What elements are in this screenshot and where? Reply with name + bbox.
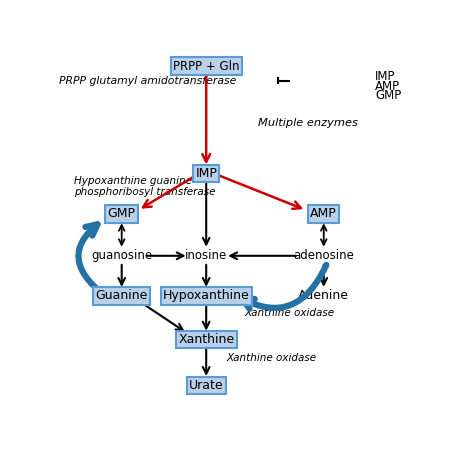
Text: PRPP + Gln: PRPP + Gln bbox=[173, 60, 239, 73]
Text: guanosine: guanosine bbox=[91, 249, 152, 262]
Text: Xanthine oxidase: Xanthine oxidase bbox=[227, 353, 317, 363]
Text: Xanthine: Xanthine bbox=[178, 333, 234, 346]
Text: Urate: Urate bbox=[189, 379, 224, 392]
Text: Adenine: Adenine bbox=[298, 290, 349, 302]
Text: AMP: AMP bbox=[310, 207, 337, 220]
Text: GMP: GMP bbox=[108, 207, 136, 220]
Text: Multiple enzymes: Multiple enzymes bbox=[258, 118, 357, 128]
Text: Hypoxanthine guanine
phosphoribosyl transferase: Hypoxanthine guanine phosphoribosyl tran… bbox=[74, 176, 216, 197]
Text: PRPP glutamyl amidotransferase: PRPP glutamyl amidotransferase bbox=[59, 76, 236, 86]
Text: GMP: GMP bbox=[375, 89, 401, 102]
Text: Xanthine oxidase: Xanthine oxidase bbox=[245, 309, 335, 319]
Text: Guanine: Guanine bbox=[96, 290, 148, 302]
Text: Hypoxanthine: Hypoxanthine bbox=[163, 290, 250, 302]
Text: inosine: inosine bbox=[185, 249, 228, 262]
Text: IMP: IMP bbox=[195, 167, 217, 180]
Text: IMP: IMP bbox=[375, 71, 396, 83]
Text: adenosine: adenosine bbox=[293, 249, 354, 262]
Text: AMP: AMP bbox=[375, 80, 401, 92]
